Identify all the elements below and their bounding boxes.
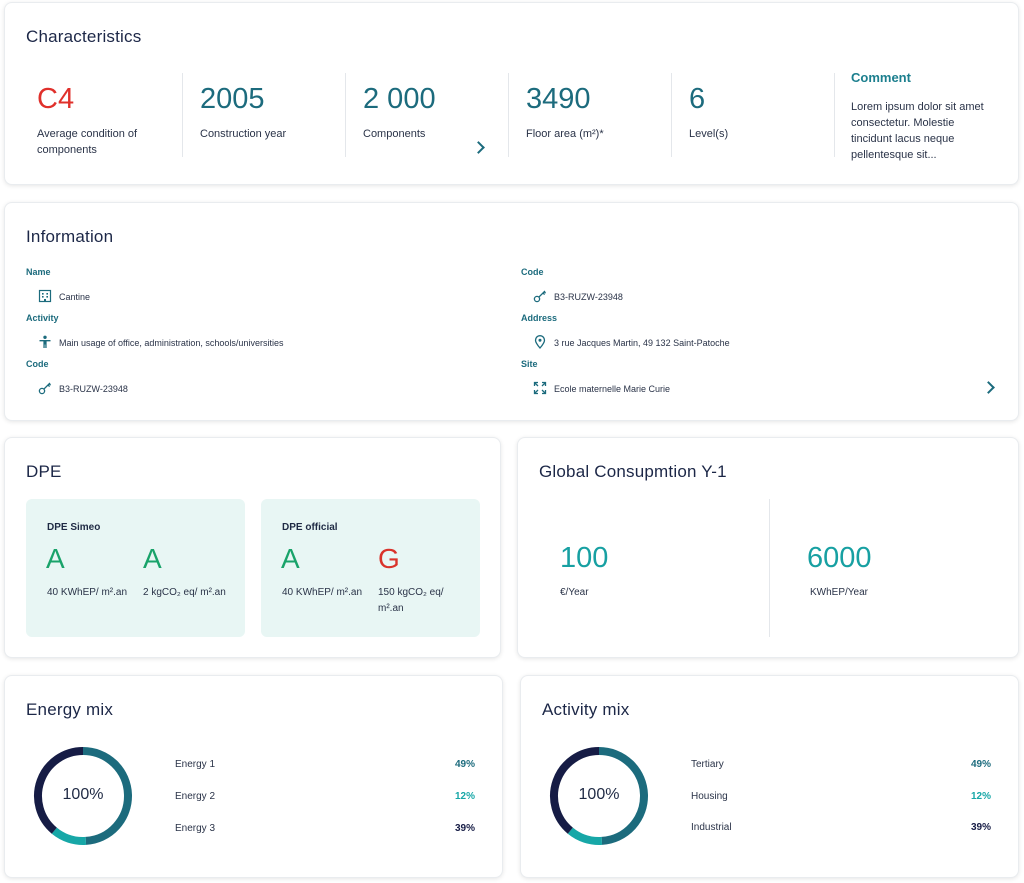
divider [182,73,183,157]
divider [834,73,835,157]
dpe-simeo-box: DPE Simeo A 40 KWhEP/ m².an A 2 kgCO₂ eq… [26,499,245,637]
stat-construction-year-value: 2005 [200,83,265,115]
dpe-simeo-title: DPE Simeo [47,522,101,533]
activity-mix-item-pct: 39% [970,822,991,833]
stat-levels-label: Level(s) [689,128,729,140]
energy-mix-donut [34,747,132,845]
dpe-official-carbon-grade: G [378,543,400,574]
consumption-title: Global Consupmtion Y-1 [539,462,727,481]
donut-segment-3 [34,747,84,834]
dpe-official-energy-grade: A [281,543,300,574]
stat-condition-value: C4 [37,83,75,115]
activity-mix-item-name: Tertiary [691,759,724,770]
expand-icon [533,381,547,395]
energy-mix-total: 100% [62,786,104,803]
consumption-card: Global Consupmtion Y-1 100 €/Year 6000 K… [517,437,1019,658]
dpe-official-title: DPE official [282,522,338,533]
chevron-right-icon[interactable] [982,381,995,394]
divider [508,73,509,157]
consumption-energy-value: 6000 [807,542,872,574]
energy-mix-card: Energy mix 100% Energy 1 49% Energy 2 12… [4,675,503,878]
dpe-simeo-carbon-grade: A [143,543,162,574]
info-code-label: Code [26,359,49,369]
activity-mix-total: 100% [578,786,620,803]
chevron-right-icon[interactable] [472,141,485,154]
info-activity-value: Main usage of office, administration, sc… [59,338,284,348]
info-code-label-right: Code [521,267,544,277]
stat-floor-area-label: Floor area (m²)* [526,128,604,140]
dpe-simeo-energy-value: 40 KWhEP/ m².an [47,587,128,598]
characteristics-title: Characteristics [26,27,142,46]
divider [671,73,672,157]
info-address-label: Address [521,313,558,323]
donut-segment-1 [598,747,648,845]
comment-text: Lorem ipsum dolor sit amet consectetur. … [851,101,984,161]
activity-mix-item-pct: 12% [970,791,991,802]
energy-mix-title: Energy mix [26,700,114,719]
divider [769,499,770,637]
donut-segment-3 [550,747,600,834]
info-site-value: Ecole maternelle Marie Curie [554,384,671,394]
stat-components-value: 2 000 [363,83,436,115]
info-name-label: Name [26,267,51,277]
info-code-value: B3-RUZW-23948 [59,384,128,394]
info-code-value-right: B3-RUZW-23948 [554,292,623,302]
stat-construction-year-label: Construction year [200,128,287,140]
donut-segment-2 [51,827,87,845]
activity-mix-card: Activity mix 100% Tertiary 49% Housing 1… [520,675,1019,878]
activity-mix-title: Activity mix [542,700,630,719]
characteristics-card: Characteristics C4 Average condition of … [4,2,1019,185]
stat-floor-area-value: 3490 [526,83,591,115]
energy-mix-item-pct: 39% [454,823,475,834]
comment-title: Comment [851,70,911,85]
energy-mix-item-name: Energy 2 [175,791,216,802]
info-site-label: Site [521,359,538,369]
dpe-official-energy-value: 40 KWhEP/ m².an [282,587,363,598]
stat-components[interactable]: 2 000 Components [363,73,493,161]
consumption-energy-label: KWhEP/Year [810,587,868,598]
activity-mix-item-pct: 49% [970,759,991,770]
donut-segment-1 [82,747,132,845]
building-icon [38,289,52,303]
activity-mix-item-name: Industrial [691,822,732,833]
dpe-card: DPE DPE Simeo A 40 KWhEP/ m².an A 2 kgCO… [4,437,501,658]
person-icon [39,335,51,348]
stat-condition-label: Average condition of components [37,128,138,156]
info-address-value: 3 rue Jacques Martin, 49 132 Saint-Patoc… [554,338,730,348]
energy-mix-item-name: Energy 1 [175,759,216,770]
dpe-simeo-energy-grade: A [46,543,65,574]
donut-segment-2 [567,827,603,845]
energy-mix-item-pct: 49% [454,759,475,770]
dpe-simeo-carbon-value: 2 kgCO₂ eq/ m².an [143,587,226,598]
info-name-value: Cantine [59,292,91,302]
dpe-title: DPE [26,462,62,481]
dpe-official-box: DPE official A 40 KWhEP/ m².an G 150 kgC… [261,499,480,637]
energy-mix-item-pct: 12% [454,791,475,802]
activity-mix-donut [550,747,648,845]
stat-levels-value: 6 [689,83,706,115]
dpe-official-carbon-value: 150 kgCO₂ eq/ m².an [378,587,444,614]
location-pin-icon [534,335,546,349]
key-icon [533,290,547,303]
consumption-cost-label: €/Year [560,587,589,598]
activity-mix-item-name: Housing [691,791,728,802]
information-title: Information [26,227,114,246]
divider [345,73,346,157]
information-card: Information Name Cantine Activity Main u… [4,202,1019,421]
energy-mix-item-name: Energy 3 [175,823,216,834]
consumption-cost-value: 100 [560,542,609,574]
key-icon [38,382,52,395]
stat-components-label: Components [363,128,426,140]
info-activity-label: Activity [26,313,59,323]
